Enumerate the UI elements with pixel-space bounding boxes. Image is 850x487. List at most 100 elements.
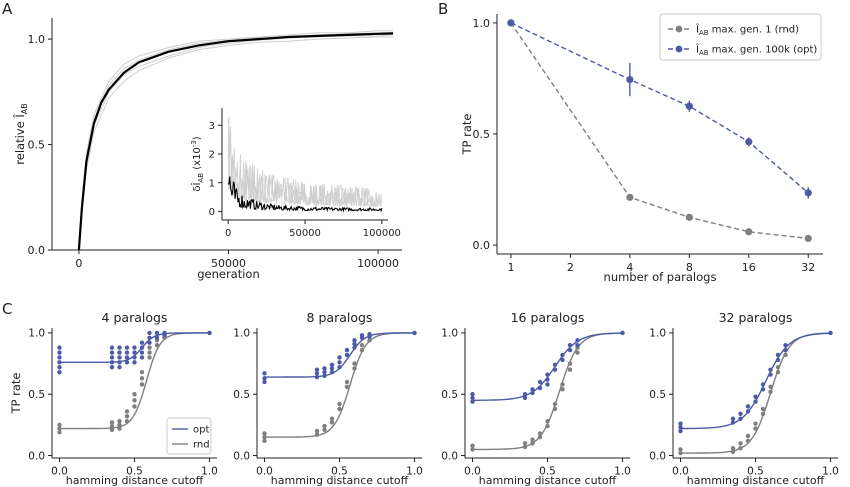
opt-point [678, 425, 683, 430]
x-tick-label: 0.0 [51, 466, 68, 478]
opt-point [57, 350, 62, 355]
legend-box [659, 13, 822, 61]
x-tick-label: 16 [742, 261, 756, 274]
opt-point [783, 347, 788, 353]
opt-point [124, 360, 130, 365]
opt-point [620, 330, 625, 336]
x-tick-label: 1.0 [201, 466, 218, 478]
x-tick-label: 0.5 [331, 466, 348, 478]
rnd-point [768, 389, 773, 394]
rnd-point [337, 401, 342, 407]
opt-point [314, 371, 320, 376]
x-axis-label: hamming distance cutoff [479, 474, 617, 487]
opt-point [678, 421, 683, 426]
inset-run-line [227, 117, 383, 208]
rnd-point [730, 449, 736, 455]
rnd-point [57, 426, 62, 431]
opt-point [575, 338, 580, 343]
x-tick-label: 1.0 [822, 466, 839, 478]
mean-line [77, 32, 394, 251]
opt-point [337, 355, 342, 360]
rnd-point [768, 384, 773, 390]
opt-point [207, 330, 212, 336]
rnd-point [575, 350, 580, 355]
y-tick-label: 1.0 [233, 328, 250, 340]
rnd-point [262, 434, 267, 440]
opt-point [730, 416, 736, 421]
y-tick-label: 0.0 [441, 450, 458, 462]
opt-point [147, 340, 152, 345]
opt-point [560, 357, 565, 363]
opt-point [147, 335, 152, 341]
x-axis-label: hamming distance cutoff [271, 474, 409, 487]
opt-point [545, 377, 550, 382]
rnd-point [329, 420, 335, 425]
legend-label-opt: ÎAB max. gen. 100k (opt) [695, 43, 817, 58]
inset-mean-line [227, 176, 383, 213]
x-axis-label: hamming distance cutoff [687, 474, 825, 487]
rnd-point [337, 406, 342, 412]
opt-point [117, 345, 122, 350]
y-axis-label: TP rate [9, 373, 23, 415]
opt-point [738, 411, 743, 417]
legend-label-rnd: ÎAB max. gen. 1 (rnd) [695, 23, 799, 38]
panel-letter-c: C [2, 300, 12, 318]
opt-fit-line [264, 332, 415, 378]
rnd-point [753, 426, 758, 431]
opt-point [470, 392, 475, 397]
rnd-point [745, 438, 751, 444]
rnd-point [147, 345, 152, 350]
opt-point [132, 355, 137, 360]
opt-point [753, 399, 758, 404]
rnd-point [545, 419, 550, 424]
rnd-point [124, 409, 130, 414]
opt-point [552, 362, 558, 367]
opt-point [124, 355, 130, 360]
rnd-point [57, 422, 62, 428]
rnd-point [352, 361, 357, 366]
rnd-point [367, 338, 372, 343]
opt-point [552, 367, 558, 372]
rnd-point [552, 406, 558, 412]
rnd-point [678, 450, 683, 456]
opt-point [738, 416, 743, 421]
inset-y-axis-label: δÎAB (x10-3) [190, 136, 205, 191]
rnd-point [139, 382, 145, 387]
rnd-point [775, 369, 781, 375]
opt-point [57, 345, 62, 350]
opt-point [507, 19, 515, 27]
opt-point [530, 390, 535, 396]
opt-point [262, 379, 267, 385]
opt-point [626, 75, 634, 84]
rnd-point [359, 342, 365, 348]
rnd-point [124, 414, 130, 419]
y-tick-label: 1.0 [28, 33, 46, 46]
opt-point [412, 330, 417, 336]
x-tick-label: 0 [225, 228, 231, 239]
opt-point [567, 347, 573, 353]
y-tick-label: 1.0 [28, 328, 45, 340]
opt-point [522, 395, 528, 401]
y-tick-label: 1.0 [441, 328, 458, 340]
legend-marker-opt [675, 45, 683, 53]
x-tick-label: 100000 [363, 228, 401, 239]
opt-point [57, 355, 62, 360]
opt-point [522, 392, 528, 397]
subplot-title: 16 paralogs [511, 310, 585, 325]
y-axis-label: relative ÎAB [12, 103, 29, 164]
opt-point [139, 350, 145, 355]
legend: opt rnd [166, 417, 212, 455]
opt-point [322, 366, 327, 371]
legend-box [166, 417, 212, 455]
panel-letter-b: B [438, 0, 448, 18]
x-axis-label: number of paralogs [604, 270, 717, 284]
rnd-point [109, 423, 115, 429]
x-axis-label: generation [197, 267, 260, 281]
opt-point [109, 345, 115, 350]
panel-a-relative-iab-chart: 0 50000 100000 0.0 0.5 1.0 generation relative … [12, 18, 402, 281]
rnd-point [567, 361, 573, 366]
x-tick-label: 1.0 [614, 466, 631, 478]
